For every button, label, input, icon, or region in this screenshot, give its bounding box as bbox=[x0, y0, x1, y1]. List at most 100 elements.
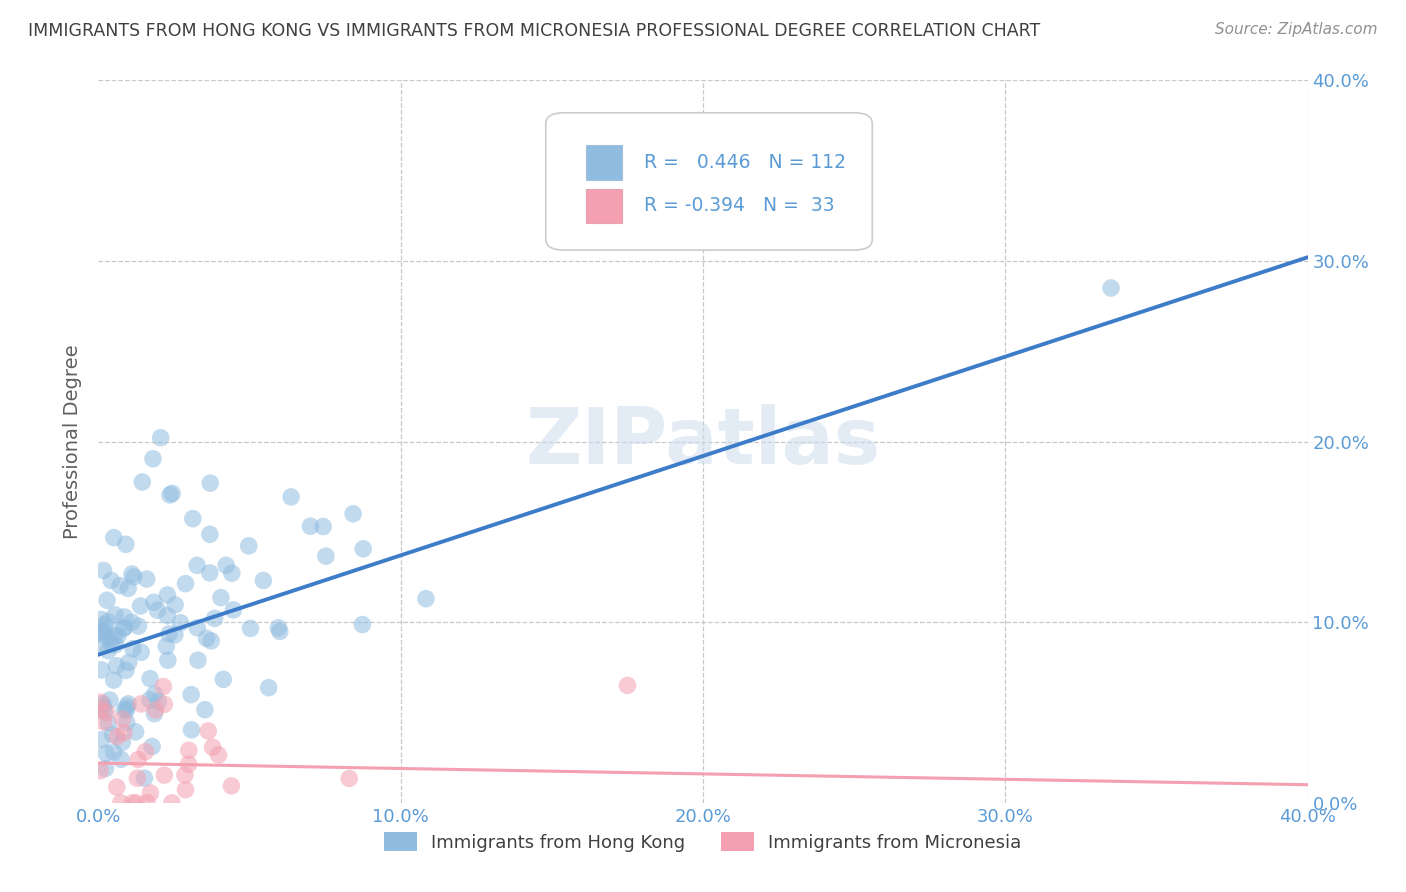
Point bbox=[131, 475, 153, 489]
Point bbox=[90, 625, 112, 640]
Point bbox=[114, 664, 136, 678]
Point bbox=[115, 537, 138, 551]
Point bbox=[198, 527, 221, 541]
Legend: Immigrants from Hong Kong, Immigrants from Micronesia: Immigrants from Hong Kong, Immigrants fr… bbox=[377, 825, 1029, 859]
Point bbox=[89, 764, 111, 778]
Point bbox=[110, 796, 132, 810]
Text: ZIPatlas: ZIPatlas bbox=[526, 403, 880, 480]
Point bbox=[197, 723, 219, 738]
Point bbox=[186, 558, 208, 573]
Point bbox=[616, 678, 638, 692]
Point bbox=[222, 603, 245, 617]
Point bbox=[153, 698, 176, 712]
Point bbox=[156, 653, 179, 667]
Point bbox=[215, 558, 238, 573]
Point bbox=[149, 431, 172, 445]
Point bbox=[89, 695, 111, 709]
Point bbox=[115, 715, 138, 730]
Point bbox=[337, 772, 360, 786]
Point bbox=[174, 576, 197, 591]
Point bbox=[91, 624, 114, 639]
Point bbox=[169, 615, 191, 630]
Point bbox=[152, 680, 174, 694]
Point bbox=[105, 780, 128, 794]
Point bbox=[187, 653, 209, 667]
Point bbox=[280, 490, 302, 504]
Point bbox=[121, 615, 143, 630]
Point bbox=[96, 706, 118, 720]
Point bbox=[163, 628, 186, 642]
Point bbox=[195, 632, 218, 646]
Point bbox=[173, 768, 195, 782]
Point bbox=[139, 692, 162, 706]
Text: IMMIGRANTS FROM HONG KONG VS IMMIGRANTS FROM MICRONESIA PROFESSIONAL DEGREE CORR: IMMIGRANTS FROM HONG KONG VS IMMIGRANTS … bbox=[28, 22, 1040, 40]
Point bbox=[104, 607, 127, 622]
Point bbox=[352, 541, 374, 556]
Point bbox=[207, 747, 229, 762]
Point bbox=[221, 779, 243, 793]
Point bbox=[93, 705, 115, 719]
FancyBboxPatch shape bbox=[586, 145, 621, 180]
Point bbox=[101, 727, 124, 741]
Point bbox=[186, 621, 208, 635]
Point bbox=[127, 619, 149, 633]
Point bbox=[209, 591, 232, 605]
Point bbox=[160, 486, 183, 500]
Point bbox=[315, 549, 337, 564]
Point bbox=[157, 627, 180, 641]
Y-axis label: Professional Degree: Professional Degree bbox=[63, 344, 83, 539]
FancyBboxPatch shape bbox=[546, 112, 872, 250]
Point bbox=[112, 726, 135, 740]
Point bbox=[103, 673, 125, 687]
Point bbox=[180, 688, 202, 702]
Point bbox=[112, 703, 135, 717]
Point bbox=[312, 519, 335, 533]
Point bbox=[94, 762, 117, 776]
Point bbox=[124, 724, 146, 739]
Point bbox=[97, 716, 120, 731]
Point bbox=[103, 745, 125, 759]
Point bbox=[89, 702, 111, 716]
Point bbox=[90, 640, 112, 654]
Point bbox=[145, 703, 167, 717]
Point bbox=[238, 539, 260, 553]
Point bbox=[204, 611, 226, 625]
Point bbox=[93, 624, 115, 639]
Point bbox=[212, 673, 235, 687]
Point bbox=[108, 579, 131, 593]
Point bbox=[127, 753, 149, 767]
Point bbox=[93, 564, 115, 578]
Point bbox=[127, 771, 149, 785]
Point bbox=[257, 681, 280, 695]
Text: R = -0.394   N =  33: R = -0.394 N = 33 bbox=[644, 196, 834, 216]
Point bbox=[114, 620, 136, 634]
Point bbox=[96, 747, 118, 761]
FancyBboxPatch shape bbox=[586, 188, 621, 223]
Point bbox=[103, 531, 125, 545]
Point bbox=[143, 687, 166, 701]
Point bbox=[299, 519, 322, 533]
Point bbox=[139, 672, 162, 686]
Point bbox=[160, 796, 183, 810]
Point bbox=[129, 697, 152, 711]
Point bbox=[121, 567, 143, 582]
Point bbox=[198, 566, 221, 580]
Point bbox=[90, 732, 112, 747]
Point bbox=[181, 511, 204, 525]
Point bbox=[91, 697, 114, 711]
Point bbox=[142, 595, 165, 609]
Point bbox=[98, 693, 121, 707]
Point bbox=[105, 658, 128, 673]
Point bbox=[153, 768, 176, 782]
Text: R =   0.446   N = 112: R = 0.446 N = 112 bbox=[644, 153, 846, 172]
Point bbox=[194, 703, 217, 717]
Text: Source: ZipAtlas.com: Source: ZipAtlas.com bbox=[1215, 22, 1378, 37]
Point bbox=[165, 598, 187, 612]
Point bbox=[134, 771, 156, 785]
Point bbox=[134, 745, 156, 759]
Point bbox=[159, 488, 181, 502]
Point bbox=[112, 621, 135, 635]
Point bbox=[97, 643, 120, 657]
Point bbox=[221, 566, 243, 581]
Point bbox=[115, 703, 138, 717]
